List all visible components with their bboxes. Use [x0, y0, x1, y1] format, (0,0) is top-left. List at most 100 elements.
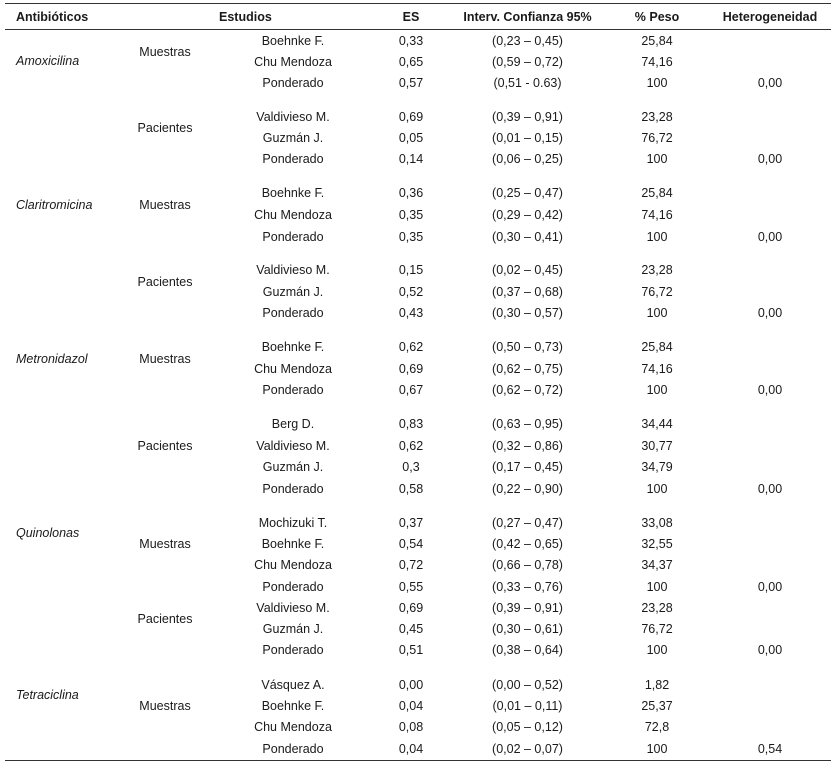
study-name: Vásquez A. [261, 678, 325, 692]
study-name: Chu Mendoza [254, 558, 332, 572]
effect-size: 0,69 [398, 110, 424, 124]
weight-percent: 34,37 [641, 558, 673, 572]
weight-percent: 76,72 [641, 131, 673, 145]
effect-size: 0,14 [398, 152, 424, 166]
effect-size: 0,00 [398, 678, 424, 692]
study-name: Valdivieso M. [256, 439, 330, 453]
header-confidence-interval: Interv. Confianza 95% [463, 10, 592, 24]
effect-size: 0,58 [398, 482, 424, 496]
confidence-interval: (0,29 – 0,42) [492, 208, 563, 222]
confidence-interval: (0,30 – 0,57) [492, 306, 563, 320]
study-name: Chu Mendoza [254, 362, 332, 376]
effect-size: 0,69 [398, 601, 424, 615]
confidence-interval: (0,30 – 0,41) [492, 230, 563, 244]
effect-size: 0,05 [398, 131, 424, 145]
group-label: Muestras [139, 198, 191, 212]
effect-size: 0,54 [398, 537, 424, 551]
confidence-interval: (0,06 – 0,25) [492, 152, 563, 166]
group-label: Pacientes [137, 121, 193, 135]
heterogeneity-value: 0,00 [757, 383, 783, 397]
confidence-interval: (0,02 – 0,45) [492, 263, 563, 277]
study-name: Boehnke F. [261, 699, 325, 713]
confidence-interval: (0,25 – 0,47) [492, 186, 563, 200]
confidence-interval: (0,22 – 0,90) [492, 482, 563, 496]
heterogeneity-value: 0,00 [757, 482, 783, 496]
effect-size: 0,08 [398, 720, 424, 734]
weight-percent: 33,08 [641, 516, 673, 530]
confidence-interval: (0,30 – 0,61) [492, 622, 563, 636]
weight-percent: 32,55 [641, 537, 673, 551]
header-studies: Estudios [219, 10, 272, 24]
weight-percent: 34,44 [641, 417, 673, 431]
group-label: Muestras [139, 45, 191, 59]
effect-size: 0,62 [398, 340, 424, 354]
effect-size: 0,72 [398, 558, 424, 572]
heterogeneity-value: 0,00 [757, 306, 783, 320]
weight-percent: 34,79 [641, 460, 673, 474]
weight-percent: 25,84 [641, 340, 673, 354]
study-name: Ponderado [262, 76, 324, 90]
group-label: Muestras [139, 352, 191, 366]
weight-percent: 100 [646, 230, 668, 244]
confidence-interval: (0,39 – 0,91) [492, 601, 563, 615]
study-name: Ponderado [262, 306, 324, 320]
effect-size: 0,35 [398, 208, 424, 222]
weight-percent: 100 [646, 482, 668, 496]
study-name: Ponderado [262, 152, 324, 166]
weight-percent: 23,28 [641, 601, 673, 615]
weight-percent: 30,77 [641, 439, 673, 453]
study-name: Ponderado [262, 580, 324, 594]
effect-size: 0,69 [398, 362, 424, 376]
confidence-interval: (0,38 – 0,64) [492, 643, 563, 657]
effect-size: 0,36 [398, 186, 424, 200]
header-es: ES [402, 10, 420, 24]
confidence-interval: (0,23 – 0,45) [492, 34, 563, 48]
weight-percent: 74,16 [641, 362, 673, 376]
weight-percent: 23,28 [641, 263, 673, 277]
effect-size: 0,67 [398, 383, 424, 397]
effect-size: 0,04 [398, 699, 424, 713]
effect-size: 0,35 [398, 230, 424, 244]
confidence-interval: (0,37 – 0,68) [492, 285, 563, 299]
effect-size: 0,43 [398, 306, 424, 320]
confidence-interval: (0,02 – 0,07) [492, 742, 563, 756]
study-name: Berg D. [271, 417, 315, 431]
weight-percent: 100 [646, 383, 668, 397]
antibiotic-name: Amoxicilina [16, 54, 80, 68]
confidence-interval: (0,62 – 0,72) [492, 383, 563, 397]
group-label: Muestras [139, 699, 191, 713]
weight-percent: 25,84 [641, 186, 673, 200]
table-bottom-rule [5, 760, 831, 761]
confidence-interval: (0,33 – 0,76) [492, 580, 563, 594]
weight-percent: 25,84 [641, 34, 673, 48]
table-top-rule [5, 3, 831, 4]
confidence-interval: (0,01 – 0,15) [492, 131, 563, 145]
study-name: Guzmán J. [262, 131, 324, 145]
study-name: Valdivieso M. [256, 110, 330, 124]
effect-size: 0,83 [398, 417, 424, 431]
study-name: Chu Mendoza [254, 208, 332, 222]
weight-percent: 1,82 [644, 678, 670, 692]
study-name: Ponderado [262, 742, 324, 756]
effect-size: 0,45 [398, 622, 424, 636]
antibiotic-name: Claritromicina [16, 198, 93, 212]
weight-percent: 100 [646, 76, 668, 90]
header-heterogeneity: Heterogeneidad [722, 10, 818, 24]
confidence-interval: (0,27 – 0,47) [492, 516, 563, 530]
antibiotic-name: Tetraciclina [16, 688, 79, 702]
weight-percent: 100 [646, 643, 668, 657]
confidence-interval: (0,42 – 0,65) [492, 537, 563, 551]
weight-percent: 74,16 [641, 208, 673, 222]
group-label: Pacientes [137, 612, 193, 626]
effect-size: 0,65 [398, 55, 424, 69]
effect-size: 0,62 [398, 439, 424, 453]
study-name: Ponderado [262, 643, 324, 657]
weight-percent: 100 [646, 306, 668, 320]
group-label: Pacientes [137, 439, 193, 453]
weight-percent: 74,16 [641, 55, 673, 69]
confidence-interval: (0,66 – 0,78) [492, 558, 563, 572]
weight-percent: 72,8 [644, 720, 670, 734]
effect-size: 0,37 [398, 516, 424, 530]
confidence-interval: (0,01 – 0,11) [492, 699, 563, 713]
